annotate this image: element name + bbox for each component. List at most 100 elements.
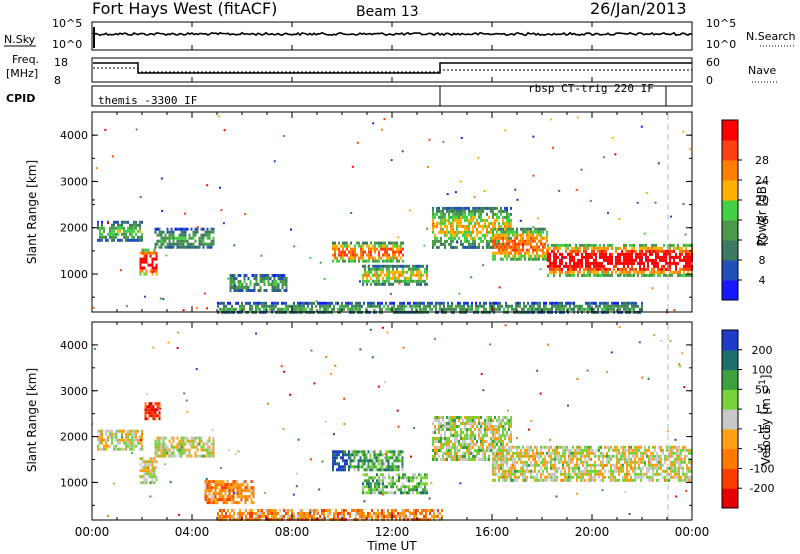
vel-echo-cell	[494, 469, 496, 473]
vel-echo-cell	[344, 450, 346, 454]
power-echo-cell	[448, 215, 450, 219]
power-echo-cell	[329, 301, 331, 305]
vel-echo-cell	[368, 482, 370, 486]
vel-echo-cell	[602, 454, 604, 458]
power-echo-cell	[402, 267, 404, 271]
power-echo-cell	[370, 247, 372, 251]
vel-echo-cell	[257, 509, 259, 512]
power-echo-cell	[396, 244, 398, 248]
power-echo-cell	[629, 301, 631, 305]
power-echo-cell	[530, 254, 532, 258]
vel-echo-cell	[588, 469, 590, 473]
power-echo-cell	[653, 258, 655, 262]
power-echo-cell	[452, 230, 454, 234]
vel-echo-cell	[158, 439, 161, 443]
power-echo-cell	[569, 267, 571, 271]
vel-echo-cell	[218, 492, 221, 496]
power-echo-cell	[390, 241, 392, 245]
vel-echo-cell	[444, 443, 446, 446]
vel-echo-cell	[498, 428, 500, 431]
power-echo-cell	[156, 239, 159, 243]
power-scatter-point	[350, 212, 353, 214]
power-echo-cell	[470, 245, 472, 249]
power-echo-cell	[492, 212, 494, 216]
vel-echo-cell	[224, 501, 227, 505]
power-echo-cell	[607, 273, 609, 277]
vel-echo-cell	[662, 448, 664, 452]
vel-echo-cell	[536, 478, 538, 482]
power-echo-cell	[524, 239, 526, 243]
vel-echo-cell	[522, 466, 524, 470]
vel-echo-cell	[226, 489, 229, 493]
power-echo-cell	[227, 301, 229, 305]
beam-label: Beam 13	[356, 4, 419, 20]
power-echo-cell	[389, 307, 391, 311]
power-echo-cell	[419, 307, 421, 311]
power-echo-cell	[450, 242, 452, 246]
vel-echo-cell	[147, 463, 150, 467]
power-echo-cell	[398, 264, 400, 268]
power-echo-cell	[617, 252, 619, 256]
vel-echo-cell	[139, 475, 142, 479]
vel-echo-cell	[210, 480, 213, 484]
vel-echo-cell	[226, 486, 229, 490]
vel-echo-cell	[556, 478, 558, 482]
vel-echo-cell	[448, 446, 450, 449]
vel-echo-cell	[494, 428, 496, 431]
power-echo-cell	[538, 245, 540, 249]
vel-echo-cell	[109, 432, 111, 436]
power-echo-cell	[456, 206, 458, 210]
power-echo-cell	[101, 235, 103, 239]
power-echo-cell	[283, 307, 285, 311]
vel-echo-cell	[143, 460, 146, 464]
vel-echo-cell	[450, 425, 452, 428]
vel-echo-cell	[522, 445, 524, 449]
vel-echo-cell	[466, 446, 468, 449]
power-scatter-point	[227, 277, 229, 280]
power-echo-cell	[504, 221, 506, 225]
vel-echo-cell	[628, 451, 630, 455]
vel-echo-cell	[494, 452, 496, 455]
power-echo-cell	[597, 249, 599, 253]
vel-echo-cell	[388, 491, 390, 495]
vel-echo-cell	[558, 454, 560, 458]
power-scatter-point	[575, 188, 578, 191]
vel-echo-cell	[107, 429, 109, 433]
power-echo-cell	[458, 212, 460, 216]
power-echo-cell	[362, 241, 364, 245]
power-echo-cell	[204, 230, 207, 234]
power-echo-cell	[579, 270, 581, 274]
power-echo-cell	[141, 220, 143, 224]
power-echo-cell	[575, 246, 577, 250]
power-echo-cell	[609, 267, 611, 271]
vel-echo-cell	[113, 435, 115, 439]
power-echo-cell	[131, 238, 133, 242]
power-echo-cell	[534, 227, 536, 231]
vel-echo-cell	[584, 454, 586, 458]
power-echo-cell	[603, 267, 605, 271]
power-echo-cell	[358, 256, 360, 260]
vel-echo-cell	[363, 456, 366, 460]
power-echo-cell	[509, 304, 511, 308]
power-echo-cell	[516, 236, 518, 240]
vel-echo-cell	[394, 482, 396, 486]
vel-echo-cell	[494, 454, 496, 458]
vel-echo-cell	[101, 435, 103, 439]
power-echo-cell	[145, 260, 148, 264]
vel-echo-cell	[192, 445, 195, 449]
vel-echo-cell	[144, 411, 147, 415]
power-echo-cell	[210, 227, 213, 231]
power-echo-cell	[172, 245, 175, 249]
power-echo-cell	[219, 307, 221, 311]
power-echo-cell	[685, 264, 687, 268]
vel-echo-cell	[154, 454, 157, 458]
power-scatter-point	[196, 225, 199, 228]
vel-echo-cell	[558, 451, 560, 455]
vel-echo-cell	[512, 469, 514, 473]
power-echo-cell	[496, 218, 498, 222]
power-echo-cell	[382, 276, 384, 280]
power-echo-cell	[635, 255, 637, 259]
vel-echo-cell	[500, 425, 502, 428]
vel-echo-cell	[147, 472, 150, 476]
vel-echo-cell	[502, 416, 504, 419]
